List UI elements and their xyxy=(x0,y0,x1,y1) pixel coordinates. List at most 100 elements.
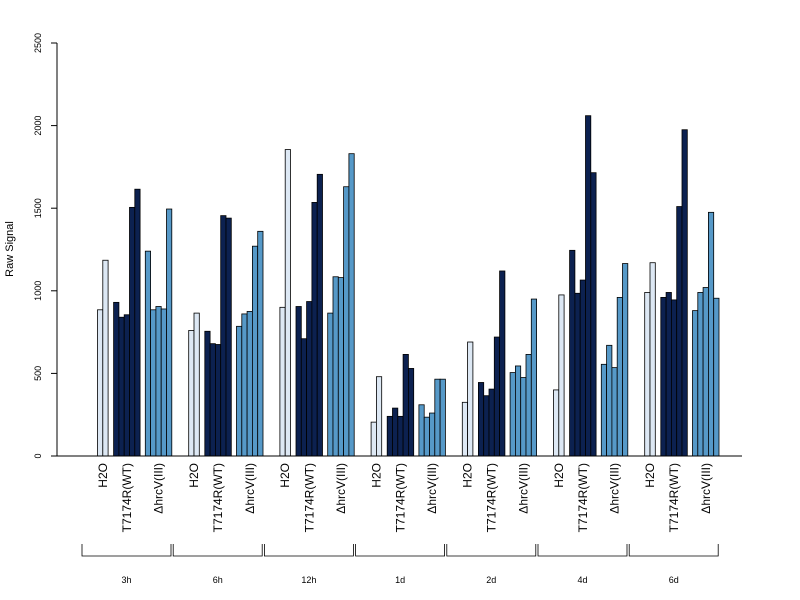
category-label: T7174R(WT) xyxy=(393,463,407,532)
bar xyxy=(316,173,323,457)
bar xyxy=(515,365,522,457)
bar xyxy=(386,415,393,457)
group-label: 2d xyxy=(486,575,496,585)
group-bracket xyxy=(81,544,172,557)
group-label: 1d xyxy=(395,575,405,585)
category-label: T7174R(WT) xyxy=(667,463,681,532)
category-label: ΔhrcV(III) xyxy=(699,463,713,514)
bar xyxy=(257,230,264,457)
bar xyxy=(611,367,618,457)
bar xyxy=(499,270,506,457)
bar xyxy=(343,186,350,457)
category-label: H2O xyxy=(278,463,292,488)
bar xyxy=(493,336,500,457)
bar xyxy=(681,129,688,457)
bar xyxy=(423,416,430,457)
category-label: T7174R(WT) xyxy=(576,463,590,532)
group-bracket xyxy=(355,544,445,557)
group-label: 6h xyxy=(213,575,223,585)
bar xyxy=(300,338,307,457)
bar xyxy=(590,172,597,457)
bar xyxy=(160,308,167,457)
bar xyxy=(251,245,259,457)
bar xyxy=(692,310,699,457)
group-label: 3h xyxy=(121,575,131,585)
bar xyxy=(397,415,404,457)
bar xyxy=(311,202,318,457)
bar xyxy=(649,262,656,457)
bar xyxy=(429,412,436,457)
bar xyxy=(155,306,162,457)
bar xyxy=(569,249,576,457)
bar xyxy=(644,292,651,457)
bar xyxy=(150,309,157,457)
category-label: T7174R(WT) xyxy=(211,463,225,532)
y-tick-label: 500 xyxy=(33,366,43,381)
bar xyxy=(713,297,720,457)
category-label: H2O xyxy=(369,463,383,488)
bar xyxy=(209,343,216,457)
bar xyxy=(327,312,334,457)
category-label: ΔhrcV(III) xyxy=(334,463,348,514)
bar xyxy=(225,217,232,457)
bar xyxy=(166,208,173,457)
bar xyxy=(295,306,302,457)
bar xyxy=(483,395,490,457)
bar xyxy=(332,276,339,457)
bar xyxy=(407,368,415,457)
bar xyxy=(102,259,109,457)
group-label: 4d xyxy=(577,575,587,585)
bar xyxy=(246,311,253,457)
bar xyxy=(220,215,227,457)
bar xyxy=(600,363,607,457)
bar xyxy=(118,316,125,457)
category-label: T7174R(WT) xyxy=(302,463,316,532)
bar xyxy=(671,299,678,457)
bar xyxy=(392,407,399,457)
bar xyxy=(702,287,709,457)
bar xyxy=(241,313,248,457)
y-tick-label: 1000 xyxy=(33,281,43,301)
bar xyxy=(236,325,243,457)
y-tick-label: 2500 xyxy=(33,33,43,53)
bar xyxy=(553,389,560,457)
bar xyxy=(337,277,344,457)
bar xyxy=(123,314,130,457)
y-tick-label: 1500 xyxy=(33,198,43,218)
bar xyxy=(348,153,355,457)
bar xyxy=(113,301,120,457)
bar xyxy=(97,309,104,457)
bar xyxy=(144,250,152,457)
bar xyxy=(477,382,485,457)
category-label: H2O xyxy=(461,463,475,488)
bar xyxy=(434,378,441,457)
group-label: 6d xyxy=(669,575,679,585)
category-label: ΔhrcV(III) xyxy=(425,463,439,514)
group-bracket xyxy=(537,544,628,557)
category-label: T7174R(WT) xyxy=(120,463,134,532)
y-axis: 0 500 1000 1500 2000 2500 xyxy=(33,33,58,459)
bar xyxy=(606,344,613,457)
group-label: 12h xyxy=(301,575,316,585)
group-brackets: 3h 6h 12h 1d 2d 4d 6d xyxy=(81,544,719,585)
group-bracket xyxy=(264,544,354,557)
bar xyxy=(193,312,200,457)
bar xyxy=(467,341,474,457)
bar xyxy=(284,149,291,457)
category-label: H2O xyxy=(96,463,110,488)
bar xyxy=(370,421,377,457)
category-label: T7174R(WT) xyxy=(485,463,499,532)
category-label: ΔhrcV(III) xyxy=(516,463,530,514)
bar xyxy=(509,372,516,457)
bar xyxy=(525,354,532,457)
bar xyxy=(697,292,704,457)
bar xyxy=(418,404,425,457)
category-label: H2O xyxy=(552,463,566,488)
bar xyxy=(622,263,629,457)
bar xyxy=(488,388,495,457)
bar xyxy=(402,354,409,457)
category-label: ΔhrcV(III) xyxy=(243,463,257,514)
bar xyxy=(616,297,623,457)
category-label: ΔhrcV(III) xyxy=(608,463,622,514)
